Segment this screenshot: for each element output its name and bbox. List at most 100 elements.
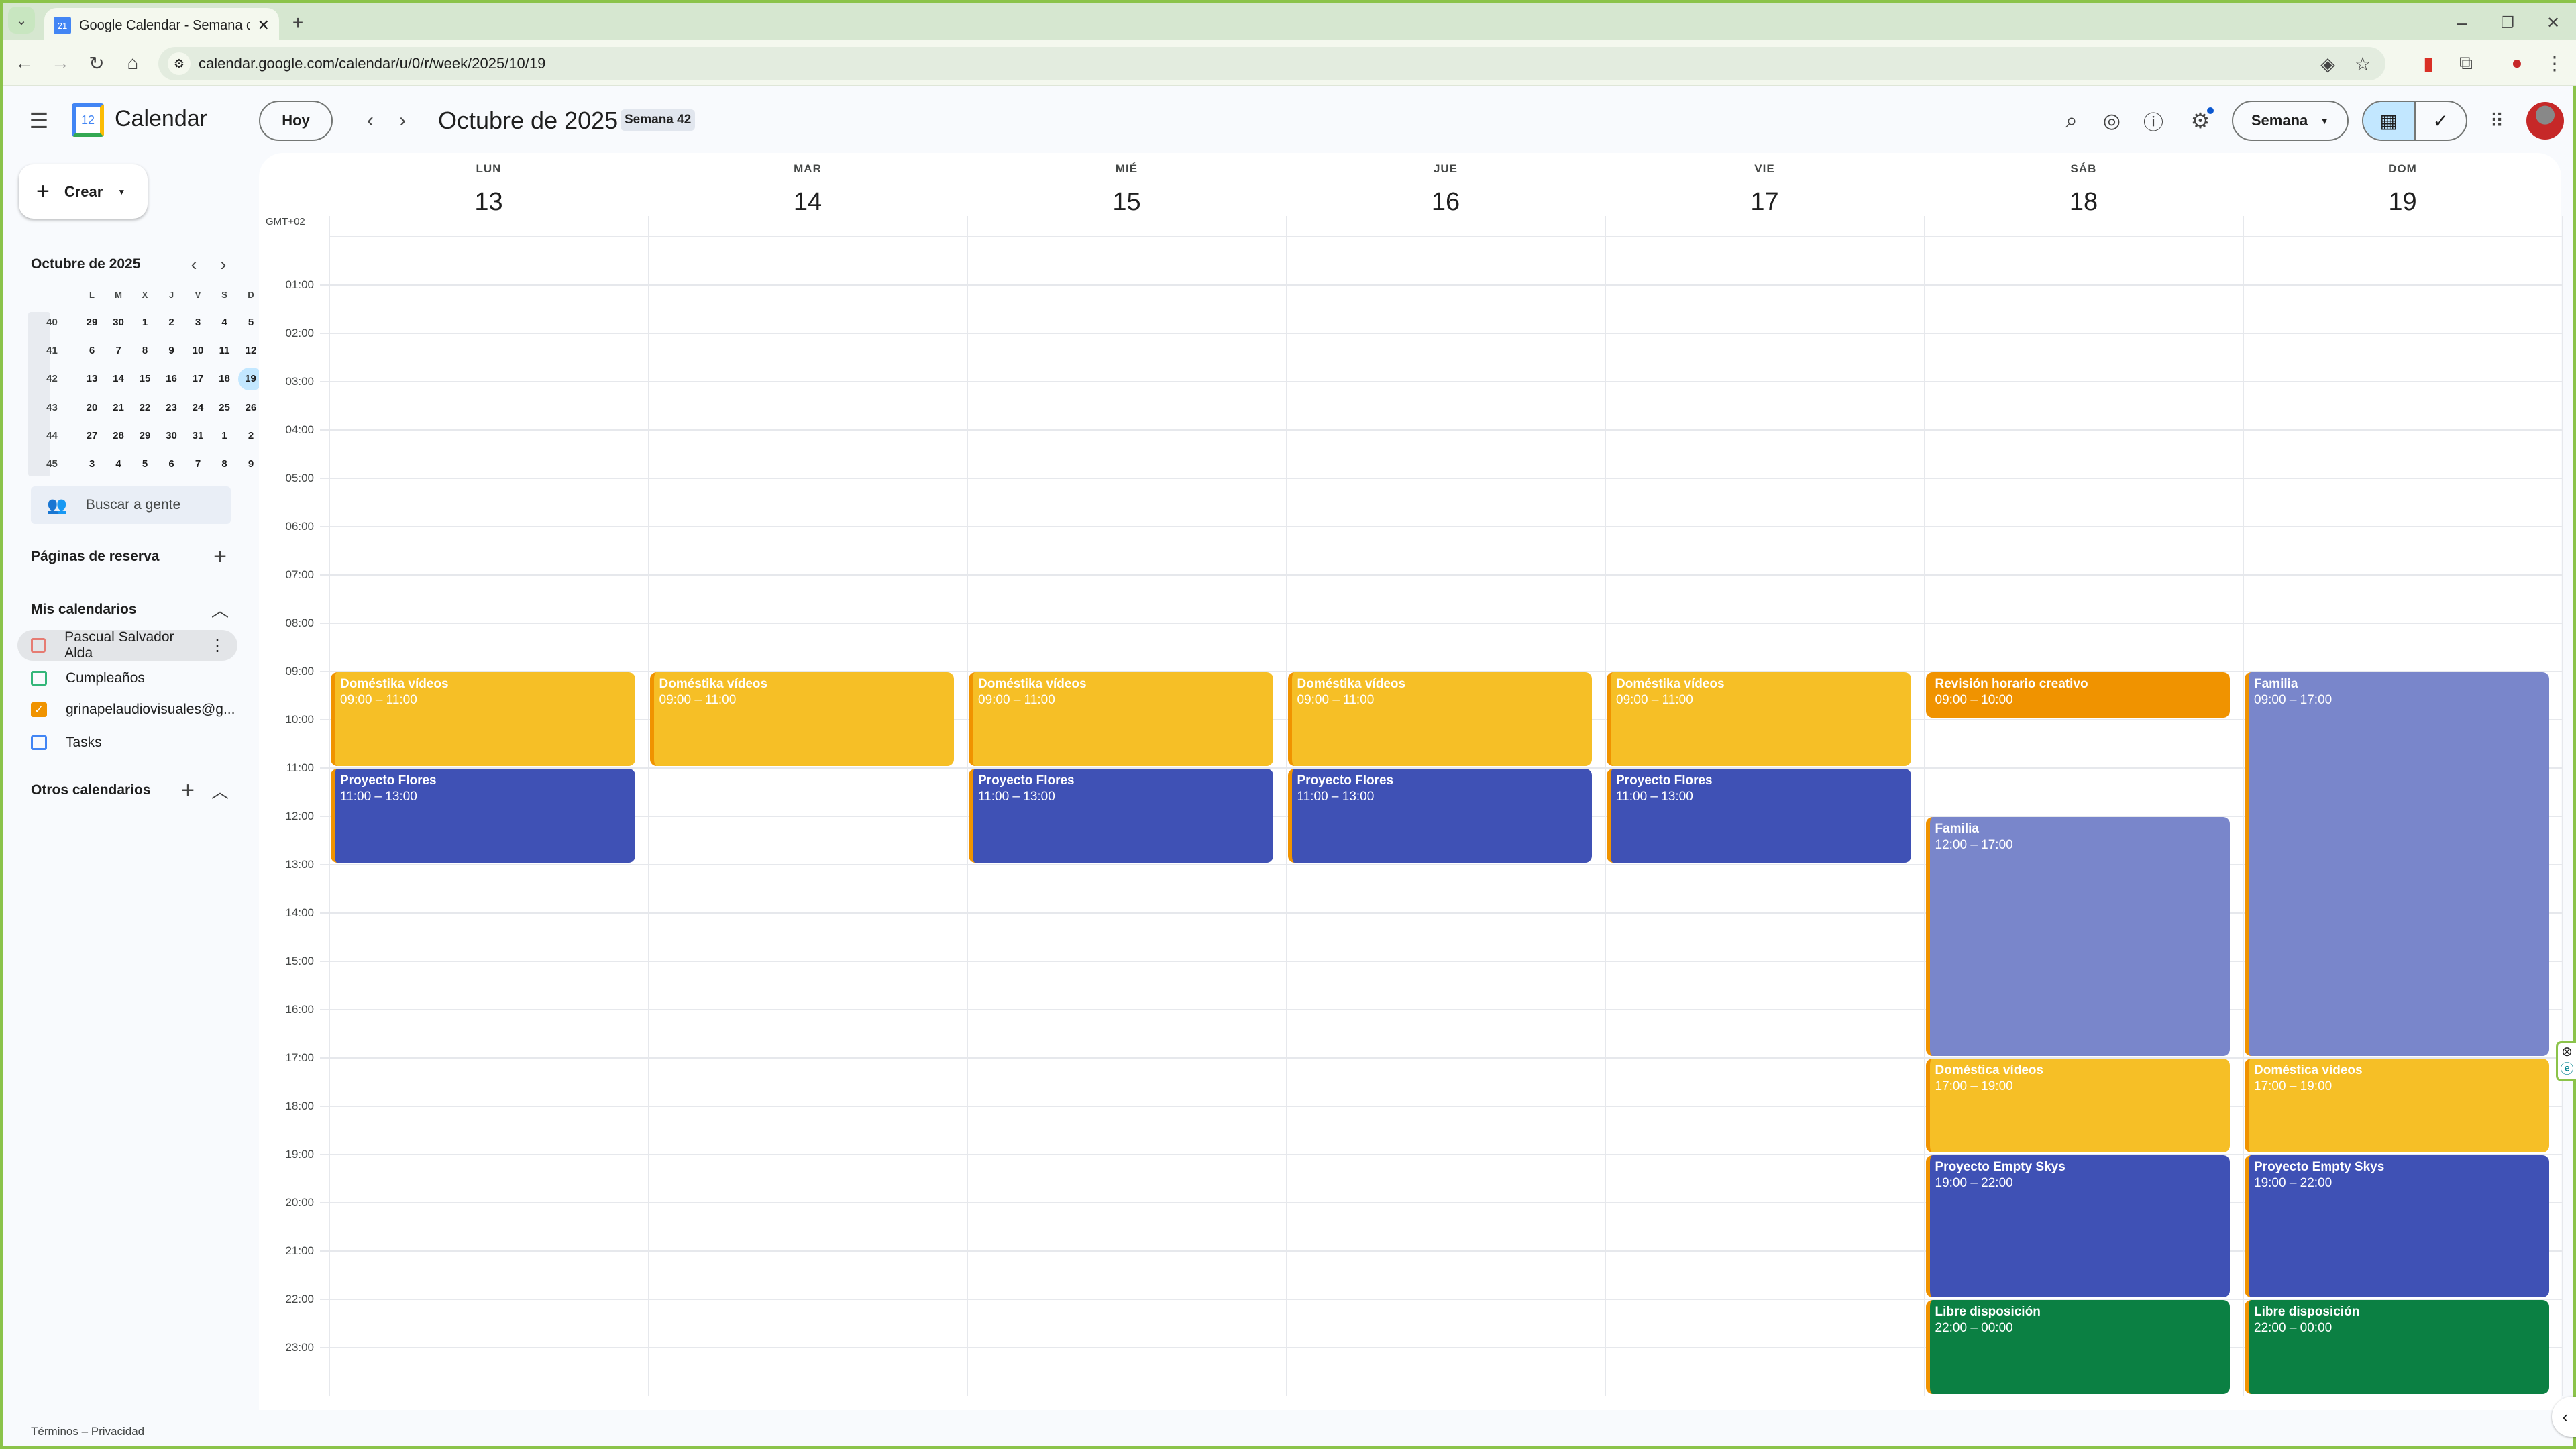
minical-day[interactable]: 26 <box>245 401 257 413</box>
minical-day[interactable]: 9 <box>168 345 174 357</box>
minical-day[interactable]: 30 <box>166 429 177 441</box>
minical-day[interactable]: 20 <box>86 401 98 413</box>
minical-prev-icon[interactable]: ‹ <box>191 254 197 274</box>
minical-day[interactable]: 15 <box>139 373 151 385</box>
minical-day[interactable]: 8 <box>221 458 227 470</box>
calendar-event[interactable]: Doméstika vídeos 09:00 – 11:00 <box>1607 672 1911 766</box>
forward-icon[interactable]: → <box>51 52 70 73</box>
minical-week-number[interactable]: 44 <box>46 429 58 441</box>
minical-day[interactable]: 5 <box>142 458 148 470</box>
tasks-view-icon[interactable]: ✓ <box>2432 110 2449 131</box>
calendar-checkbox[interactable] <box>31 638 46 653</box>
new-tab-icon[interactable]: + <box>292 12 304 33</box>
minical-day[interactable]: 8 <box>142 345 148 357</box>
next-week-icon[interactable]: › <box>399 109 406 131</box>
minical-day[interactable]: 13 <box>86 373 98 385</box>
minical-day[interactable]: 1 <box>142 317 148 328</box>
calendar-item[interactable]: Pascual Salvador Alda ⋮ <box>17 629 237 661</box>
minical-week-number[interactable]: 41 <box>46 345 58 357</box>
calendar-tasks-toggle[interactable]: ▦ ✓ <box>2362 101 2467 141</box>
bookmark-star-icon[interactable]: ☆ <box>2354 53 2371 74</box>
account-avatar[interactable] <box>2526 102 2564 140</box>
minical-day[interactable]: 6 <box>89 345 95 357</box>
tasks-status-icon[interactable]: ◎ <box>2102 109 2121 132</box>
minical-day[interactable]: 4 <box>221 317 227 328</box>
calendar-item[interactable]: ✓ grinapelaudiovisuales@g... <box>17 694 237 725</box>
search-people-input[interactable]: 👥 Buscar a gente <box>31 486 231 524</box>
minical-day[interactable]: 7 <box>195 458 201 470</box>
eset-icon[interactable]: ⓔ <box>2560 1062 2574 1077</box>
settings-gear-icon[interactable]: ⚙ <box>2184 105 2216 137</box>
restore-icon[interactable]: ❐ <box>2501 14 2514 31</box>
minical-day[interactable]: 3 <box>89 458 95 470</box>
day-header[interactable]: LUN 13 <box>329 162 648 217</box>
back-icon[interactable]: ← <box>15 52 34 73</box>
minical-week-number[interactable]: 42 <box>46 373 58 385</box>
prev-week-icon[interactable]: ‹ <box>367 109 374 131</box>
minical-day[interactable]: 24 <box>192 401 204 413</box>
calendar-event[interactable]: Libre disposición 22:00 – 00:00 <box>2245 1300 2549 1394</box>
minical-day[interactable]: 2 <box>168 317 174 328</box>
close-circle-icon[interactable]: ⊗ <box>2561 1044 2573 1059</box>
minical-day[interactable]: 2 <box>248 429 254 441</box>
minimize-icon[interactable]: – <box>2457 12 2467 33</box>
minical-day[interactable]: 9 <box>248 458 254 470</box>
side-extension-widget[interactable]: ⊗ ⓔ <box>2556 1041 2576 1081</box>
minical-day[interactable]: 3 <box>195 317 201 328</box>
calendar-checkbox[interactable] <box>31 671 47 686</box>
calendar-event[interactable]: Proyecto Empty Skys 19:00 – 22:00 <box>1925 1155 2230 1297</box>
minical-day[interactable]: 28 <box>113 429 124 441</box>
calendar-checkbox[interactable] <box>31 735 47 750</box>
minical-next-icon[interactable]: › <box>220 254 227 274</box>
minical-day[interactable]: 7 <box>115 345 121 357</box>
day-number[interactable]: 14 <box>793 188 822 216</box>
minical-week-number[interactable]: 45 <box>46 458 58 470</box>
calendar-event[interactable]: Familia 09:00 – 17:00 <box>2245 672 2549 1056</box>
calendar-event[interactable]: Proyecto Empty Skys 19:00 – 22:00 <box>2245 1155 2549 1297</box>
calendar-event[interactable]: Proyecto Flores 11:00 – 13:00 <box>1287 769 1592 863</box>
extension-pdf-icon[interactable]: ▮ <box>2423 52 2434 74</box>
day-number[interactable]: 15 <box>1112 188 1141 216</box>
day-header[interactable]: MIÉ 15 <box>967 162 1286 217</box>
close-window-icon[interactable]: ✕ <box>2546 13 2561 32</box>
minical-day[interactable]: 6 <box>168 458 174 470</box>
calendar-item[interactable]: Tasks <box>17 727 237 758</box>
browser-menu-icon[interactable]: ⋮ <box>2545 52 2564 74</box>
calendar-event[interactable]: Libre disposición 22:00 – 00:00 <box>1925 1300 2230 1394</box>
minical-day[interactable]: 27 <box>86 429 98 441</box>
reload-icon[interactable]: ↻ <box>89 52 105 74</box>
day-number[interactable]: 13 <box>474 188 503 216</box>
day-header[interactable]: DOM 19 <box>2243 162 2562 217</box>
calendar-event[interactable]: Familia 12:00 – 17:00 <box>1925 817 2230 1056</box>
main-menu-icon[interactable]: ☰ <box>29 109 49 133</box>
footer-links[interactable]: Términos – Privacidad <box>31 1425 145 1438</box>
tab-search-icon[interactable]: ⌄ <box>8 7 35 34</box>
minical-day[interactable]: 10 <box>192 345 204 357</box>
minical-day[interactable]: 4 <box>115 458 121 470</box>
extensions-icon[interactable]: ⧉ <box>2459 52 2473 73</box>
day-header[interactable]: SÁB 18 <box>1925 162 2243 217</box>
add-other-calendar-icon[interactable]: + <box>181 777 195 803</box>
profile-avatar-icon[interactable]: ● <box>2511 52 2523 73</box>
calendar-event[interactable]: Proyecto Flores 11:00 – 13:00 <box>331 769 635 863</box>
minical-day[interactable]: 29 <box>139 429 151 441</box>
day-number[interactable]: 18 <box>2069 188 2098 216</box>
minical-day[interactable]: 25 <box>219 401 230 413</box>
calendar-event[interactable]: Doméstika vídeos 09:00 – 11:00 <box>969 672 1273 766</box>
collapse-other-calendars-icon[interactable]: ︿ <box>211 781 229 802</box>
day-header[interactable]: VIE 17 <box>1605 162 1924 217</box>
calendar-event[interactable]: Doméstica vídeos 17:00 – 19:00 <box>2245 1059 2549 1152</box>
create-button[interactable]: + Crear ▼ <box>19 164 148 219</box>
view-select[interactable]: Semana ▼ <box>2232 101 2349 141</box>
help-icon[interactable]: ⓘ <box>2143 112 2163 134</box>
calendar-checkbox[interactable]: ✓ <box>31 702 47 717</box>
day-header[interactable]: MAR 14 <box>649 162 967 217</box>
day-header[interactable]: JUE 16 <box>1287 162 1605 217</box>
calendar-event[interactable]: Doméstika vídeos 09:00 – 11:00 <box>331 672 635 766</box>
minical-day[interactable]: 18 <box>219 373 230 385</box>
calendar-view-icon[interactable]: ▦ <box>2363 102 2416 140</box>
calendar-event[interactable]: Revisión horario creativo 09:00 – 10:00 <box>1925 672 2230 718</box>
calendar-event[interactable]: Doméstika vídeos 09:00 – 11:00 <box>649 672 954 766</box>
close-tab-icon[interactable]: ✕ <box>257 17 270 34</box>
calendar-item[interactable]: Cumpleaños <box>17 663 237 694</box>
